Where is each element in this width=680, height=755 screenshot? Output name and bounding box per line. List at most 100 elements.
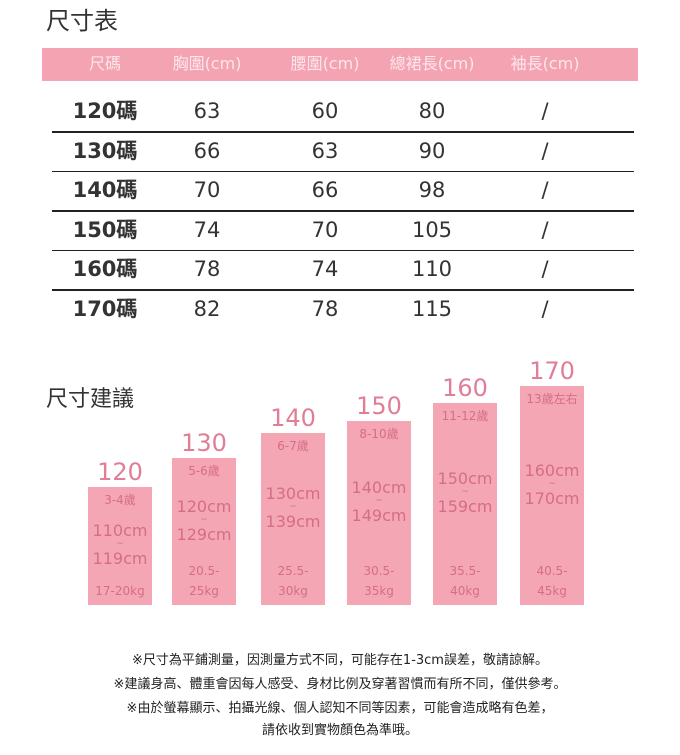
bar-height-range: 120cm ~129cm [172, 498, 236, 543]
bar-size-label: 170 [529, 357, 575, 385]
table-cell: 60 [311, 99, 339, 123]
height-min: 120cm [176, 496, 232, 516]
weight-max: 35kg [364, 584, 394, 598]
weight-min: 40.5- [536, 564, 568, 578]
bar-weight: 20.5- 25kg [172, 561, 236, 601]
height-min: 140cm [351, 478, 407, 497]
table-cell: 78 [193, 257, 221, 281]
bar-age: 3-4歲 [104, 493, 136, 507]
table-cell: 150碼 [72, 217, 138, 242]
height-max: 170cm [524, 488, 580, 508]
bar-height-range: 150cm ~159cm [433, 470, 497, 515]
height-min: 110cm [92, 521, 148, 540]
table-cell: 66 [311, 178, 339, 202]
bar-height-range: 130cm ~139cm [261, 485, 325, 530]
tilde: ~ [200, 514, 208, 525]
table-cell: 140碼 [72, 178, 138, 202]
weight-max: 30kg [278, 584, 308, 598]
weight-min: 20.5- [188, 564, 220, 578]
bar-weight: 17-20kg [88, 581, 152, 601]
bar-height-range: 110cm ~119cm [88, 522, 152, 567]
header-cell: 腰圍(cm) [290, 54, 360, 73]
table-cell: / [541, 99, 549, 123]
table-cell: / [541, 257, 549, 281]
height-max: 119cm [92, 549, 148, 568]
table-row: 160碼 78 74 110 / [42, 250, 638, 290]
tilde: ~ [548, 478, 556, 489]
tilde: ~ [375, 496, 383, 506]
bar-weight: 25.5- 30kg [261, 561, 325, 601]
table-cell: 170碼 [72, 296, 138, 321]
bar-size-label: 130 [181, 429, 227, 457]
note-line: 請依收到實物顏色為準哦。 [261, 723, 418, 738]
table-cell: 80 [418, 99, 446, 123]
table-cell: / [541, 178, 549, 202]
size-bar: 3-4歲 110cm ~119cm 17-20kg [88, 487, 152, 605]
weight-min: 25.5- [277, 564, 309, 578]
weight-max: 40kg [450, 584, 480, 598]
table-cell: 105 [411, 217, 453, 242]
note-line: ※尺寸為平鋪測量，因測量方式不同，可能存在1-3cm誤差，敬請諒解。 [132, 653, 548, 668]
row-divider [52, 249, 634, 251]
row-divider [52, 289, 634, 291]
weight-min: 30.5- [363, 564, 395, 578]
table-cell: 82 [193, 296, 221, 321]
size-bar: 5-6歲 120cm ~129cm 20.5- 25kg [172, 458, 236, 605]
size-bar: 6-7歲 130cm ~139cm 25.5- 30kg [261, 433, 325, 605]
table-cell: 74 [311, 257, 339, 281]
header-cell: 尺碼 [88, 54, 122, 73]
row-divider [52, 170, 634, 172]
table-row: 170碼 82 78 115 / [42, 290, 638, 330]
table-cell: 115 [411, 296, 453, 321]
size-bar: 11-12歲 150cm ~159cm 35.5- 40kg [433, 403, 497, 605]
height-min: 130cm [265, 484, 321, 503]
table-cell: / [541, 296, 549, 321]
table-row: 120碼 63 60 80 / [42, 92, 638, 132]
bar-age: 8-10歲 [359, 427, 399, 441]
bar-weight: 30.5- 35kg [347, 561, 411, 601]
table-cell: 110 [411, 257, 453, 281]
table-row: 130碼 66 63 90 / [42, 132, 638, 172]
bar-age: 5-6歲 [188, 464, 220, 478]
bar-age: 13歲左右 [526, 392, 578, 406]
bar-height-range: 160cm ~170cm [520, 462, 584, 507]
table-cell: 78 [311, 296, 339, 321]
bar-age: 6-7歲 [277, 439, 309, 453]
height-min: 150cm [437, 469, 493, 488]
bar-weight: 35.5- 40kg [433, 561, 497, 601]
table-cell: / [541, 138, 549, 163]
table-cell: 63 [311, 138, 339, 163]
header-cell: 胸圍(cm) [172, 54, 242, 73]
table-header: 尺碼 胸圍(cm) 腰圍(cm) 總裙長(cm) 袖長(cm) [42, 48, 638, 81]
height-max: 149cm [351, 506, 407, 525]
bar-age: 11-12歲 [441, 409, 489, 423]
weight-min: 35.5- [449, 564, 481, 578]
table-cell: 74 [193, 217, 221, 242]
height-max: 159cm [437, 497, 493, 516]
bar-size-label: 150 [356, 392, 402, 420]
weight-max: 45kg [537, 584, 567, 598]
suggest-title: 尺寸建議 [46, 387, 135, 412]
table-cell: 98 [418, 178, 446, 202]
row-divider [52, 131, 634, 133]
table-cell: 70 [193, 178, 221, 202]
bar-size-label: 160 [442, 374, 488, 402]
table-title: 尺寸表 [46, 7, 118, 35]
table-cell: 120碼 [72, 99, 138, 123]
height-min: 160cm [524, 460, 580, 480]
table-cell: 63 [193, 99, 221, 123]
table-row: 150碼 74 70 105 / [42, 211, 638, 251]
height-max: 139cm [265, 512, 321, 531]
table-cell: / [541, 217, 549, 242]
header-cell: 總裙長(cm) [389, 54, 475, 73]
table-cell: 70 [311, 217, 339, 242]
note-line: ※由於螢幕顯示、拍攝光線、個人認知不同等因素，可能會造成略有色差， [126, 701, 554, 716]
bar-height-range: 140cm ~149cm [347, 479, 411, 524]
bar-size-label: 140 [270, 404, 316, 432]
tilde: ~ [289, 502, 297, 512]
table-row: 140碼 70 66 98 / [42, 171, 638, 211]
bar-weight: 40.5- 45kg [520, 561, 584, 601]
size-bar: 13歲左右 160cm ~170cm 40.5- 45kg [520, 386, 584, 605]
weight-max: 25kg [189, 584, 219, 598]
